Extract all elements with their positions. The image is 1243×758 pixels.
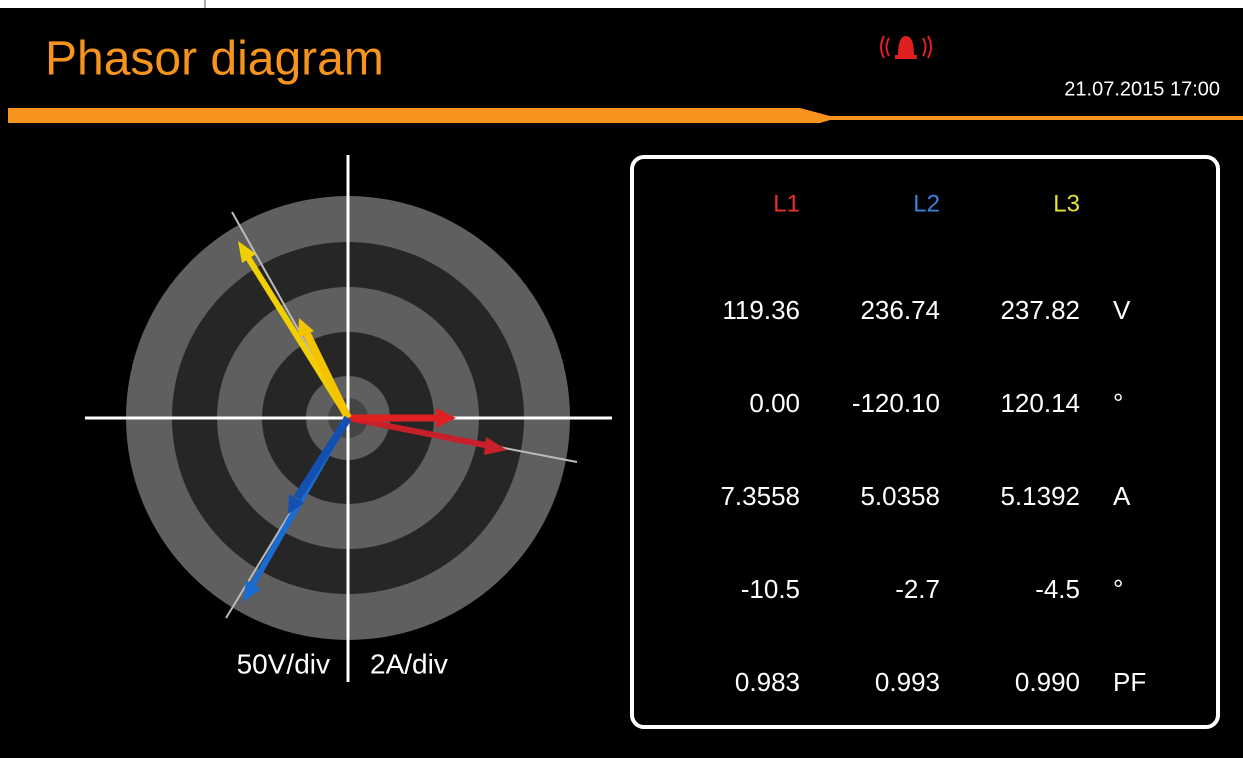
cell-value: 0.990	[1015, 667, 1080, 697]
header-bar	[8, 108, 1243, 123]
cell-value: 0.993	[875, 667, 940, 697]
title: Phasor diagram	[45, 33, 384, 86]
cell-unit: PF	[1113, 667, 1146, 697]
cell-value: 5.1392	[1000, 481, 1080, 511]
cell-value: -120.10	[852, 388, 940, 418]
cell-value: 0.00	[749, 388, 800, 418]
cell-value: -4.5	[1035, 574, 1080, 604]
table-frame	[630, 155, 1220, 729]
current-scale: 2A/div	[370, 648, 448, 679]
alarm-icon	[880, 35, 932, 59]
cell-value: 0.983	[735, 667, 800, 697]
datetime: 21.07.2015 17:00	[1064, 78, 1220, 100]
phasor-diagram	[85, 155, 612, 682]
cell-value: 5.0358	[860, 481, 940, 511]
cell-value: -2.7	[895, 574, 940, 604]
column-header: L2	[913, 190, 940, 217]
column-header: L1	[773, 190, 800, 217]
voltage-scale: 50V/div	[237, 648, 330, 679]
cell-unit: °	[1113, 388, 1123, 418]
cell-value: 7.3558	[720, 481, 800, 511]
cell-unit: V	[1113, 295, 1131, 325]
table: L1 L2 L3 119.36 236.74 237.82 V 0.00 -120.10 120.…	[720, 190, 1146, 697]
cell-unit: A	[1113, 481, 1131, 511]
top-strip	[0, 0, 1243, 8]
cell-unit: °	[1113, 574, 1123, 604]
cell-value: 236.74	[860, 295, 940, 325]
cell-value: 120.14	[1000, 388, 1080, 418]
cell-value: 119.36	[722, 295, 800, 325]
column-header: L3	[1053, 190, 1080, 217]
cell-value: 237.82	[1000, 295, 1080, 325]
cell-value: -10.5	[741, 574, 800, 604]
